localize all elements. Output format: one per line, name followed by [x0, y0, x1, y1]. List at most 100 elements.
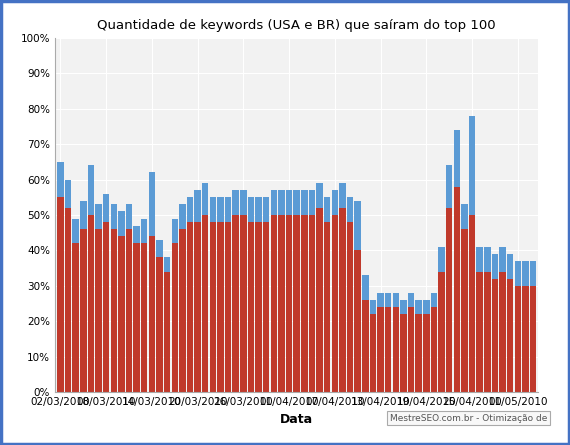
Bar — [370, 300, 376, 314]
Bar — [431, 293, 437, 307]
Bar — [301, 190, 308, 215]
Bar — [416, 300, 422, 314]
Bar — [202, 215, 209, 392]
Bar — [210, 197, 216, 222]
Bar — [133, 243, 140, 392]
Bar — [507, 254, 514, 279]
Bar — [172, 218, 178, 243]
Bar — [477, 247, 483, 271]
Bar — [286, 190, 292, 215]
Bar — [301, 215, 308, 392]
Bar — [377, 293, 384, 307]
Bar — [149, 172, 155, 236]
Bar — [187, 197, 193, 222]
Bar — [400, 300, 406, 314]
Bar — [72, 218, 79, 243]
Bar — [126, 204, 132, 229]
Bar — [95, 229, 102, 392]
Bar — [484, 247, 491, 271]
Bar — [95, 204, 102, 229]
X-axis label: Data: Data — [280, 413, 314, 425]
Bar — [225, 197, 231, 222]
Bar — [187, 222, 193, 392]
Bar — [225, 222, 231, 392]
Bar — [423, 314, 430, 392]
Bar — [324, 197, 331, 222]
Bar — [164, 258, 170, 271]
Bar — [164, 271, 170, 392]
Bar — [103, 194, 109, 222]
Bar — [88, 215, 94, 392]
Bar — [408, 307, 414, 392]
Bar — [347, 197, 353, 222]
Bar — [271, 215, 277, 392]
Bar — [332, 215, 338, 392]
Bar — [408, 293, 414, 307]
Bar — [385, 293, 392, 307]
Bar — [309, 215, 315, 392]
Bar — [156, 258, 163, 392]
Bar — [118, 211, 125, 236]
Bar — [194, 222, 201, 392]
Bar — [492, 279, 498, 392]
Bar — [530, 261, 536, 286]
Bar — [103, 222, 109, 392]
Bar — [149, 236, 155, 392]
Bar — [469, 215, 475, 392]
Bar — [461, 229, 467, 392]
Bar — [111, 229, 117, 392]
Bar — [393, 307, 399, 392]
Bar — [377, 307, 384, 392]
Bar — [355, 201, 361, 251]
Bar — [80, 229, 87, 392]
Bar — [431, 307, 437, 392]
Bar — [65, 179, 71, 208]
Bar — [255, 222, 262, 392]
Bar — [423, 300, 430, 314]
Bar — [507, 279, 514, 392]
Bar — [217, 222, 223, 392]
Bar — [446, 208, 453, 392]
Bar — [240, 215, 247, 392]
Bar — [57, 197, 64, 392]
Bar — [492, 254, 498, 279]
Title: Quantidade de keywords (USA e BR) que saíram do top 100: Quantidade de keywords (USA e BR) que sa… — [97, 20, 496, 32]
Bar — [309, 190, 315, 215]
Bar — [217, 197, 223, 222]
Bar — [370, 314, 376, 392]
Bar — [202, 183, 209, 215]
Bar — [233, 190, 239, 215]
Bar — [355, 251, 361, 392]
Bar — [324, 222, 331, 392]
Bar — [156, 240, 163, 258]
Bar — [416, 314, 422, 392]
Bar — [88, 166, 94, 215]
Bar — [515, 261, 521, 286]
Bar — [233, 215, 239, 392]
Bar — [400, 314, 406, 392]
Bar — [263, 222, 270, 392]
Bar — [179, 229, 186, 392]
Bar — [530, 286, 536, 392]
Bar — [248, 197, 254, 222]
Bar — [522, 261, 528, 286]
Bar — [133, 226, 140, 243]
Bar — [294, 215, 300, 392]
Bar — [263, 197, 270, 222]
Bar — [469, 116, 475, 215]
Bar — [362, 300, 369, 392]
Bar — [499, 247, 506, 271]
Bar — [316, 183, 323, 208]
Bar — [179, 204, 186, 229]
Bar — [393, 293, 399, 307]
Bar — [362, 275, 369, 300]
Bar — [118, 236, 125, 392]
Bar — [286, 215, 292, 392]
Bar — [210, 222, 216, 392]
Bar — [65, 208, 71, 392]
Bar — [339, 208, 345, 392]
Bar — [484, 271, 491, 392]
Bar — [522, 286, 528, 392]
Bar — [454, 130, 460, 186]
Text: MestreSEO.com.br - Otimização de: MestreSEO.com.br - Otimização de — [390, 414, 547, 423]
